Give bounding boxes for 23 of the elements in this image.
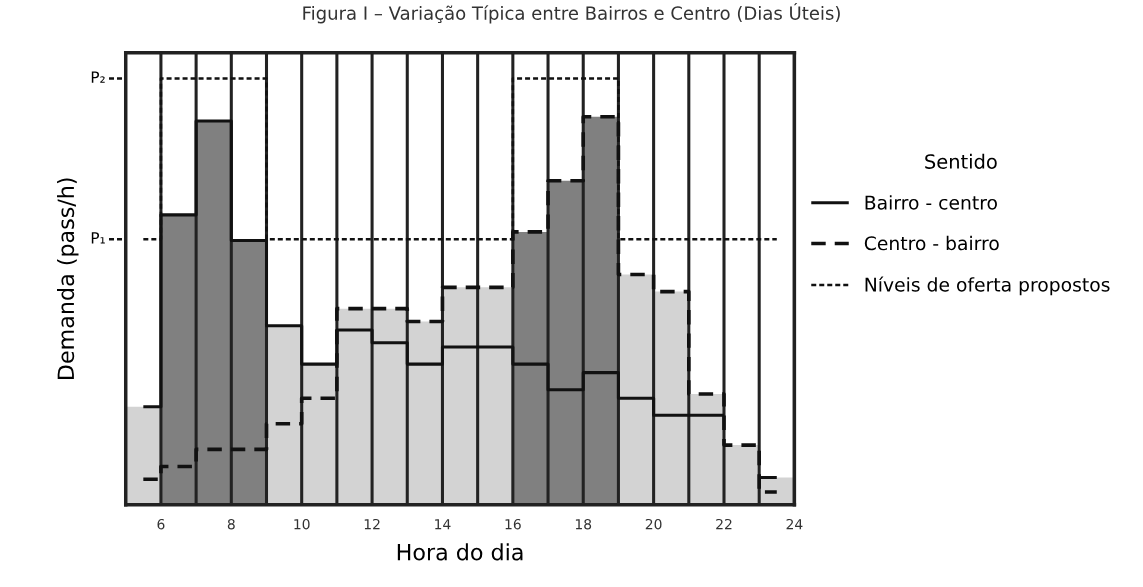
x-tick-label: 18 <box>575 518 592 530</box>
text: P₁ <box>91 232 105 244</box>
x-tick-label: 16 <box>505 518 521 530</box>
x-axis-title: Hora do dia <box>397 543 523 561</box>
x-tick-label: 8 <box>227 518 235 530</box>
legend-title: Sentido <box>925 153 997 169</box>
x-tick-label: 6 <box>157 518 165 530</box>
x-tick-label: 22 <box>716 518 732 530</box>
y-axis-title: Demanda (pass/h) <box>57 178 79 379</box>
legend-label: Níveis de oferta propostos <box>865 276 1110 296</box>
legend-label: Bairro - centro <box>865 195 997 210</box>
bar <box>160 214 197 505</box>
x-tick-label: 12 <box>364 518 380 530</box>
x-tick-label: 14 <box>435 519 451 530</box>
x-tick-label: 10 <box>294 518 310 530</box>
text: P₂ <box>91 71 105 83</box>
x-tick-label: 20 <box>645 518 662 530</box>
x-tick-label: 24 <box>786 518 803 530</box>
bar <box>196 121 232 505</box>
legend-label: Centro - bairro <box>864 235 999 251</box>
chart-title: Figura I – Variação Típica entre Bairros e Centro (Dias Úteis) <box>303 2 840 24</box>
bar <box>336 308 373 505</box>
bar <box>512 231 549 505</box>
